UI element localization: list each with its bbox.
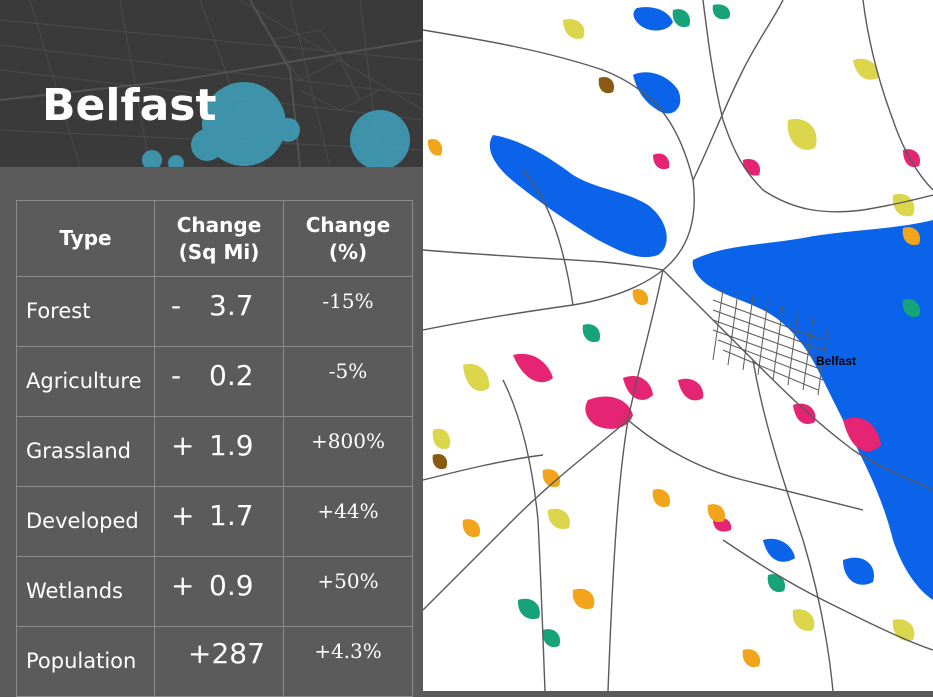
row-value: 0.9: [209, 569, 254, 602]
header-change-pct: Change (%): [283, 200, 413, 277]
header-change-pct-line1: Change: [305, 212, 391, 237]
table-row: Agriculture -0.2 -5%: [16, 346, 413, 417]
row-type: Developed: [16, 486, 155, 557]
row-sign: +: [171, 429, 195, 462]
row-type-label: Population: [26, 649, 137, 673]
water-pond: [633, 7, 673, 31]
table-row: Wetlands +0.9 +50%: [16, 556, 413, 627]
row-value: 1.9: [209, 429, 254, 462]
row-value: +287: [188, 637, 265, 670]
water-pond: [763, 538, 795, 562]
row-type: Forest: [16, 276, 155, 347]
row-value: 1.7: [209, 499, 254, 532]
table-header-row: Type Change (Sq Mi) Change (%): [16, 200, 413, 277]
row-change-pct: +44%: [283, 486, 413, 557]
map-city-label: Belfast: [816, 354, 857, 368]
row-type-label: Grassland: [26, 439, 131, 463]
header-change-pct-line2: (%): [328, 239, 368, 264]
row-type: Agriculture: [16, 346, 155, 417]
wetlands-patches: [517, 4, 921, 648]
header-change-sq-mi-line1: Change: [176, 212, 262, 237]
grassland-patches: [432, 19, 915, 641]
city-street-grid: [712, 289, 829, 396]
row-change-sq-mi: +1.9: [154, 416, 284, 487]
header-change-sq-mi-line2: (Sq Mi): [178, 239, 260, 264]
row-sign: +: [171, 499, 195, 532]
row-pct: -15%: [322, 289, 374, 313]
road-network: [423, 0, 933, 691]
row-change-pct: -15%: [283, 276, 413, 347]
row-pct: +800%: [311, 429, 385, 453]
table-row: Developed +1.7 +44%: [16, 486, 413, 557]
row-type-label: Agriculture: [26, 369, 142, 393]
land-cover-map-image: [423, 0, 933, 691]
water-pond: [633, 72, 681, 114]
land-cover-change-table: Type Change (Sq Mi) Change (%) Forest -3…: [16, 200, 413, 697]
row-sign: -: [171, 289, 182, 322]
row-type: Wetlands: [16, 556, 155, 627]
row-type-label: Wetlands: [26, 579, 123, 603]
row-pct: +50%: [317, 569, 379, 593]
row-change-sq-mi: +0.9: [154, 556, 284, 627]
row-change-sq-mi: -0.2: [154, 346, 284, 417]
row-change-pct: -5%: [283, 346, 413, 417]
row-sign: -: [171, 359, 182, 392]
row-change-sq-mi: +1.7: [154, 486, 284, 557]
row-value: 0.2: [209, 359, 254, 392]
table-row: Grassland +1.9 +800%: [16, 416, 413, 487]
row-type-label: Forest: [26, 299, 91, 323]
row-change-sq-mi: +287: [154, 626, 284, 697]
row-change-pct: +800%: [283, 416, 413, 487]
header-change-sq-mi: Change (Sq Mi): [154, 200, 284, 277]
title-banner: Belfast: [0, 0, 423, 167]
forest-loss-patches: [432, 76, 615, 470]
agriculture-patches: [427, 139, 921, 668]
row-type-label: Developed: [26, 509, 139, 533]
header-type: Type: [16, 200, 155, 277]
row-type: Population: [16, 626, 155, 697]
row-pct: +44%: [317, 499, 379, 523]
row-change-pct: +4.3%: [283, 626, 413, 697]
table-row: Forest -3.7 -15%: [16, 276, 413, 347]
row-pct: +4.3%: [314, 639, 382, 663]
banner-street-map-image: [0, 0, 423, 167]
stats-panel: Belfast Type Change (Sq Mi) Change (%) F…: [0, 0, 423, 697]
page-title: Belfast: [42, 80, 217, 131]
water-bay: [692, 220, 933, 600]
row-pct: -5%: [328, 359, 368, 383]
row-sign: +: [171, 569, 195, 602]
table-row: Population +287 +4.3%: [16, 626, 413, 697]
row-value: 3.7: [209, 289, 254, 322]
row-change-sq-mi: -3.7: [154, 276, 284, 347]
developed-patches: [513, 149, 921, 532]
row-change-pct: +50%: [283, 556, 413, 627]
land-cover-map: Belfast: [423, 0, 933, 691]
water-lake: [489, 135, 667, 258]
row-type: Grassland: [16, 416, 155, 487]
water-pond: [843, 557, 874, 585]
banner-bubbles: [142, 82, 410, 167]
